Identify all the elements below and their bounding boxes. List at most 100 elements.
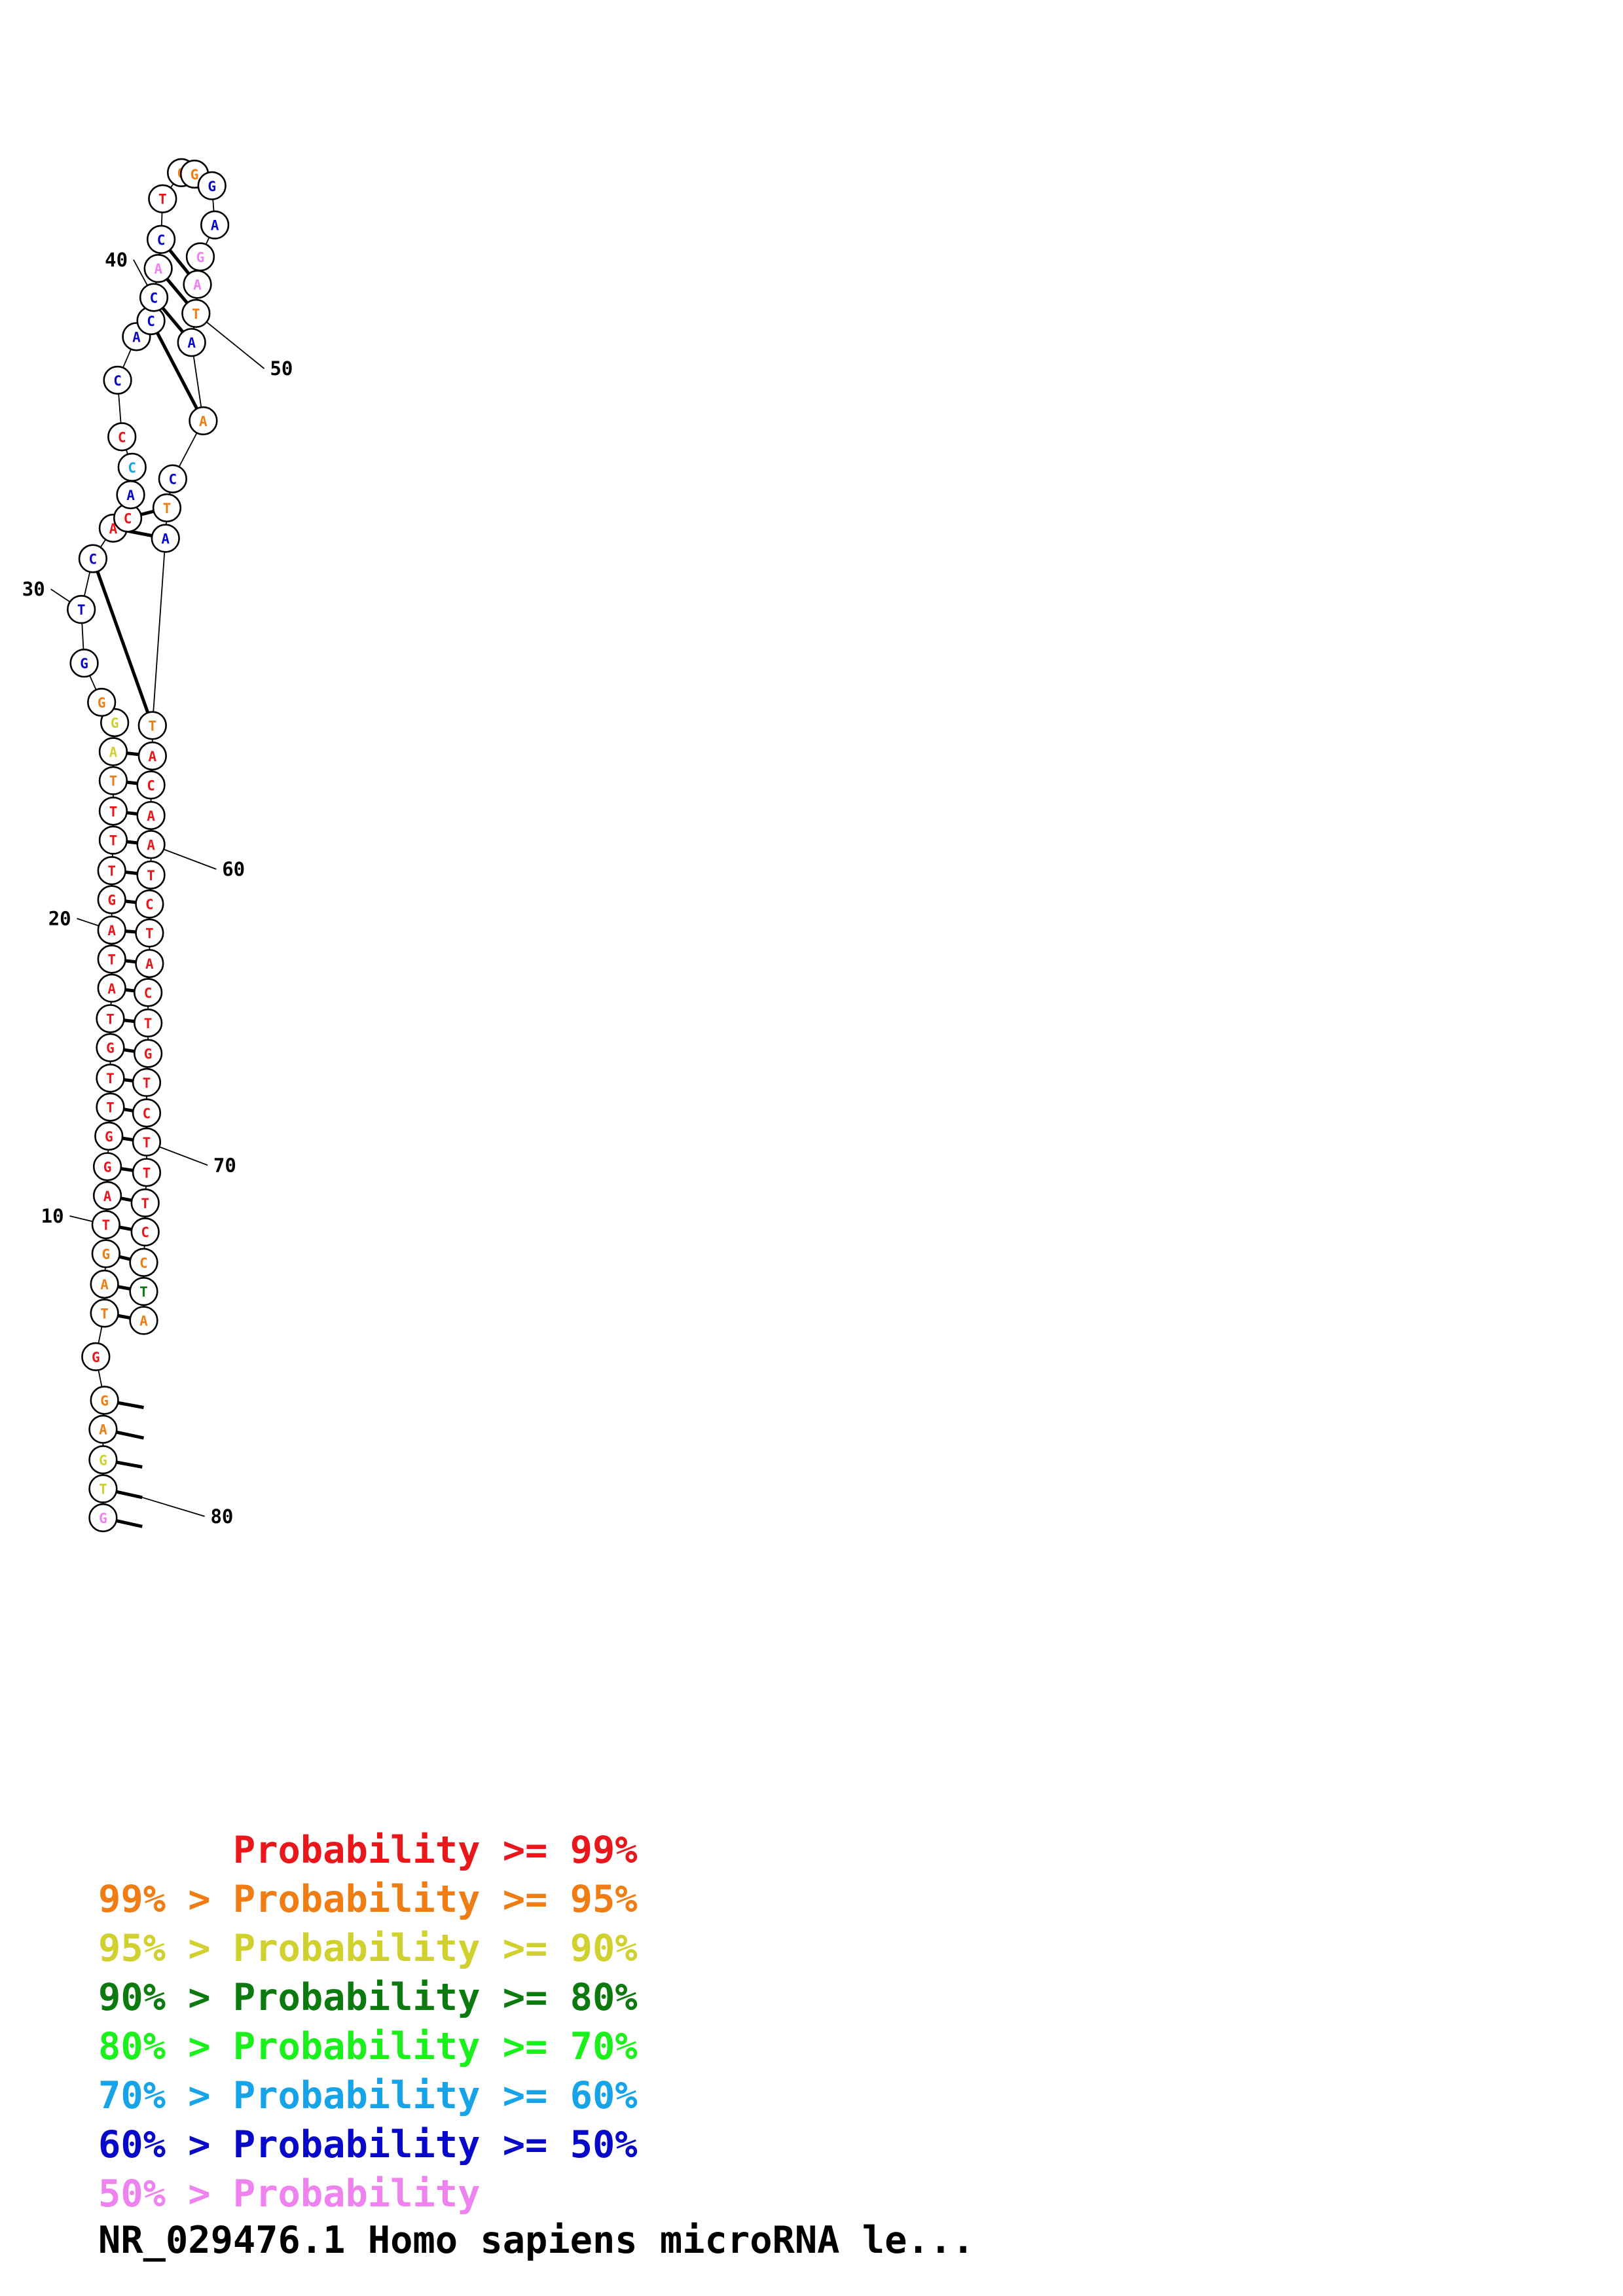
position-ticks: 10 20 30 40 50 60 70 80 xyxy=(22,249,293,1528)
legend-row: 99% > Probability >= 95% xyxy=(98,1878,638,1921)
nucleotide-circle xyxy=(158,464,187,493)
nucleotide: A xyxy=(88,1414,118,1444)
nucleotide: A xyxy=(200,210,230,240)
nucleotide-circle xyxy=(148,184,177,213)
nucleotide: C xyxy=(129,1247,158,1277)
nucleotide-letter: C xyxy=(89,552,98,567)
nucleotide-circle xyxy=(98,797,128,826)
nucleotide-letter: T xyxy=(144,1016,153,1031)
nucleotide-letter: T xyxy=(106,1011,115,1027)
nucleotide-circle xyxy=(100,708,130,738)
base-pair-line xyxy=(91,558,155,726)
nucleotide: A xyxy=(183,270,212,299)
nucleotide-letter: A xyxy=(211,218,219,234)
nucleotide-letter: T xyxy=(192,306,200,322)
nucleotide-letter: G xyxy=(92,1350,100,1365)
nucleotide: A xyxy=(136,830,166,859)
nucleotide-circle xyxy=(117,452,147,482)
nucleotide-letter: C xyxy=(147,778,155,793)
position-tick-line xyxy=(142,1497,205,1517)
position-label: 10 xyxy=(41,1205,64,1227)
nucleotide: C xyxy=(132,1098,162,1128)
nucleotide: G xyxy=(88,1503,118,1533)
nucleotide-letter: T xyxy=(106,1071,115,1086)
nucleotides: GTGAGGTAGTAGGTTGTATAGTTTTAGGGTCACACCCACC… xyxy=(67,158,230,1533)
nucleotide-letter: T xyxy=(99,1482,107,1498)
nucleotide-circle xyxy=(132,1127,162,1157)
nucleotide-circle xyxy=(146,224,176,254)
nucleotide-letter: C xyxy=(128,460,136,476)
nucleotide-letter: A xyxy=(99,1422,107,1438)
nucleotide-circle xyxy=(181,298,211,329)
nucleotide: T xyxy=(98,797,128,826)
legend-row: 50% > Probability xyxy=(98,2172,481,2215)
nucleotide: C xyxy=(136,306,166,336)
nucleotide-circle xyxy=(88,1503,118,1533)
nucleotide: G xyxy=(133,1039,163,1068)
nucleotide-letter: C xyxy=(147,314,155,329)
nucleotide: T xyxy=(96,1064,125,1093)
backbone-segment xyxy=(151,538,166,726)
nucleotide-circle xyxy=(135,948,164,978)
nucleotide: T xyxy=(91,1210,120,1240)
nucleotide-letter: T xyxy=(147,868,155,884)
nucleotide-circle xyxy=(183,270,212,299)
position-label: 70 xyxy=(213,1154,236,1176)
nucleotide-letter: C xyxy=(139,1255,148,1271)
nucleotide-circle xyxy=(133,978,163,1007)
sequence-caption: NR_029476.1 Homo sapiens microRNA le... xyxy=(98,2219,975,2262)
nucleotide-letter: T xyxy=(109,774,118,789)
nucleotide-circle xyxy=(96,1092,125,1122)
nucleotide-letter: T xyxy=(143,1135,151,1151)
nucleotide: C xyxy=(117,452,147,482)
nucleotide-circle xyxy=(129,1306,158,1335)
nucleotide-letter: A xyxy=(139,1313,148,1329)
nucleotide: A xyxy=(136,800,166,831)
nucleotide: T xyxy=(97,856,126,886)
nucleotide: T xyxy=(96,1004,125,1033)
nucleotide-letter: G xyxy=(80,656,88,672)
nucleotide: T xyxy=(132,1067,162,1098)
nucleotide: T xyxy=(152,493,182,523)
nucleotide: C xyxy=(139,283,169,312)
nucleotide-circle xyxy=(98,825,128,855)
nucleotide-circle xyxy=(90,1299,119,1328)
nucleotide-circle xyxy=(143,254,173,283)
nucleotide: T xyxy=(130,1188,160,1218)
nucleotide-letter: C xyxy=(150,290,158,306)
nucleotide: A xyxy=(137,741,167,771)
position-label: 60 xyxy=(222,858,245,880)
nucleotide-letter: A xyxy=(126,488,135,503)
nucleotide: G xyxy=(185,242,215,272)
nucleotide: C xyxy=(136,770,166,800)
nucleotide-circle xyxy=(69,649,99,678)
nucleotide: A xyxy=(116,480,145,510)
nucleotide-letter: G xyxy=(102,1246,111,1262)
legend-row: 95% > Probability >= 90% xyxy=(98,1927,638,1970)
nucleotide-letter: C xyxy=(113,373,122,389)
nucleotide-circle xyxy=(91,1210,120,1240)
nucleotide-circle xyxy=(97,973,126,1003)
nucleotide-letter: G xyxy=(99,1511,107,1526)
nucleotide-letter: C xyxy=(124,511,132,526)
nucleotide-circle xyxy=(133,1039,163,1068)
nucleotide: G xyxy=(100,708,130,738)
nucleotide-letter: A xyxy=(193,278,202,293)
nucleotide: C xyxy=(78,544,108,573)
nucleotide-letter: A xyxy=(145,956,154,972)
nucleotide: T xyxy=(67,595,96,624)
nucleotide: G xyxy=(87,687,117,717)
nucleotide: T xyxy=(136,860,166,889)
nucleotide-circle xyxy=(98,737,128,766)
position-label: 80 xyxy=(210,1505,233,1528)
nucleotide-circle xyxy=(137,741,167,771)
nucleotide-letter: C xyxy=(118,429,126,445)
nucleotide: T xyxy=(98,766,128,795)
legend-row: 90% > Probability >= 80% xyxy=(98,1976,638,2019)
nucleotide-circle xyxy=(90,1386,119,1415)
nucleotide: C xyxy=(107,422,137,452)
nucleotide-circle xyxy=(92,1152,122,1181)
nucleotide: T xyxy=(148,184,177,213)
legend-row: 60% > Probability >= 50% xyxy=(98,2123,638,2166)
